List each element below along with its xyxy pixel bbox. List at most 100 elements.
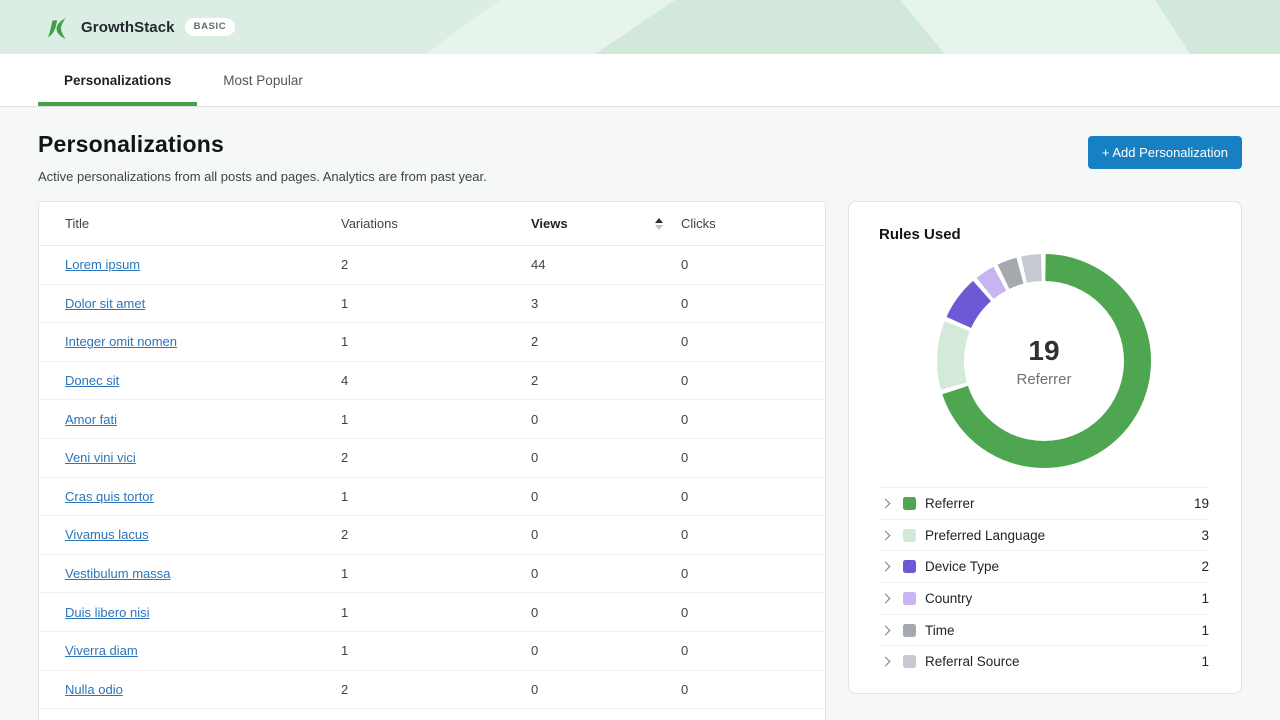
cell-clicks: 0	[681, 681, 689, 697]
cell-clicks: 0	[681, 488, 689, 504]
personalizations-table: Title Variations Views Clicks Lorem ipsu…	[38, 201, 826, 720]
legend-count: 1	[1201, 654, 1209, 670]
legend-row-time[interactable]: Time 1	[879, 613, 1209, 646]
cell-variations: 1	[341, 643, 349, 659]
cell-variations: 1	[341, 334, 349, 350]
cell-views: 44	[531, 257, 546, 273]
legend-label: Referral Source	[925, 654, 1020, 670]
cell-clicks: 0	[681, 295, 689, 311]
cell-title: Vestibulum massa	[65, 566, 341, 581]
table-row: Veni vini vici 2 0 0	[39, 439, 825, 478]
page-subtitle: Active personalizations from all posts a…	[38, 169, 487, 184]
legend-swatch-icon	[903, 496, 916, 510]
donut-segment-referrer[interactable]	[937, 254, 1151, 468]
row-title-link[interactable]: Vestibulum massa	[65, 566, 171, 582]
chevron-right-icon	[880, 498, 891, 509]
tab-personalizations[interactable]: Personalizations	[38, 54, 198, 106]
cell-variations: 1	[341, 411, 349, 427]
cell-views: 2	[531, 373, 539, 389]
cell-clicks: 0	[681, 527, 689, 543]
cell-views: 3	[531, 295, 539, 311]
chevron-right-icon	[880, 561, 891, 572]
row-title-link[interactable]: Nulla odio	[65, 681, 123, 697]
cell-clicks: 0	[681, 450, 689, 466]
sort-arrow-down-icon	[655, 224, 663, 230]
cell-clicks: 0	[681, 566, 689, 582]
chevron-right-icon	[880, 593, 891, 604]
legend-swatch-icon	[903, 528, 916, 542]
cell-title: Amor fati	[65, 412, 341, 427]
row-title-link[interactable]: Viverra diam	[65, 643, 138, 659]
cell-title: Veni vini vici	[65, 450, 341, 465]
table-row: Amor fati 1 0 0	[39, 400, 825, 439]
cell-views: 0	[531, 643, 539, 659]
add-personalization-button[interactable]: + Add Personalization	[1087, 136, 1242, 169]
cell-title: Donec sit	[65, 373, 341, 388]
brand-logo-icon	[47, 17, 66, 39]
legend-row-country[interactable]: Country 1	[879, 582, 1209, 614]
tab-bar: Personalizations Most Popular	[0, 54, 1280, 107]
sort-icon[interactable]	[655, 217, 663, 230]
legend-row-preferred-language[interactable]: Preferred Language 3	[879, 518, 1209, 551]
cell-variations: 2	[341, 450, 349, 466]
row-title-link[interactable]: Lorem ipsum	[65, 257, 141, 273]
cell-clicks: 0	[681, 334, 689, 350]
row-title-link[interactable]: Cras quis tortor	[65, 488, 154, 504]
cell-clicks: 0	[681, 411, 689, 427]
banner-decorative-pattern	[0, 0, 1280, 54]
plan-badge: BASIC	[184, 18, 236, 36]
cell-title: Duis libero nisi	[65, 605, 341, 620]
cell-views: 0	[531, 681, 539, 697]
column-header-views[interactable]: Views	[531, 216, 681, 231]
row-title-link[interactable]: Duis libero nisi	[65, 604, 150, 620]
cell-views: 0	[531, 411, 539, 427]
chevron-right-icon	[880, 656, 891, 667]
column-header-variations[interactable]: Variations	[341, 216, 398, 231]
cell-variations: 2	[341, 681, 349, 697]
cell-title: Dolor sit amet	[65, 296, 341, 311]
cell-variations: 4	[341, 373, 349, 389]
cell-title: Viverra diam	[65, 643, 341, 658]
row-title-link[interactable]: Vivamus lacus	[65, 527, 149, 543]
brand: GrowthStack BASIC	[44, 0, 236, 54]
legend-row-referrer[interactable]: Referrer 19	[879, 487, 1209, 519]
column-header-title[interactable]: Title	[65, 216, 90, 231]
main-content: Title Variations Views Clicks Lorem ipsu…	[0, 184, 1280, 720]
cell-variations: 2	[341, 257, 349, 273]
table-row: Duis libero nisi 1 0 0	[39, 593, 825, 632]
cell-clicks: 0	[681, 643, 689, 659]
legend-row-referral-source[interactable]: Referral Source 1	[879, 645, 1209, 677]
legend-count: 2	[1201, 559, 1209, 575]
cell-views: 0	[531, 450, 539, 466]
cell-clicks: 0	[681, 604, 689, 620]
legend-count: 19	[1193, 495, 1209, 511]
legend-swatch-icon	[903, 560, 916, 574]
column-header-views-label: Views	[531, 216, 568, 231]
row-title-link[interactable]: Veni vini vici	[65, 450, 136, 466]
table-row: Cras quis tortor 1 0 0	[39, 478, 825, 517]
cell-views: 0	[531, 566, 539, 582]
table-row: Nulla odio 2 0 0	[39, 671, 825, 710]
legend-count: 3	[1201, 527, 1209, 543]
cell-title: Cras quis tortor	[65, 489, 341, 504]
cell-views: 0	[531, 604, 539, 620]
chevron-right-icon	[880, 625, 891, 636]
table-row: Vestibulum massa 1 0 0	[39, 555, 825, 594]
chevron-right-icon	[880, 530, 891, 540]
row-title-link[interactable]: Dolor sit amet	[65, 295, 146, 311]
cell-variations: 1	[341, 566, 349, 582]
row-title-link[interactable]: Amor fati	[65, 411, 118, 427]
donut-segment-preferred-language[interactable]	[937, 254, 1151, 468]
legend-row-device-type[interactable]: Device Type 2	[879, 550, 1209, 582]
cell-variations: 2	[341, 527, 349, 543]
tab-most-popular[interactable]: Most Popular	[223, 72, 303, 88]
table-header-row: Title Variations Views Clicks	[39, 202, 825, 246]
legend-label: Time	[925, 622, 955, 638]
cell-variations: 1	[341, 604, 349, 620]
donut-chart-svg	[937, 254, 1151, 468]
rules-used-title: Rules Used	[879, 226, 961, 243]
row-title-link[interactable]: Donec sit	[65, 373, 120, 389]
column-header-clicks[interactable]: Clicks	[681, 216, 716, 231]
table-row: Dolor sit amet 1 3 0	[39, 285, 825, 324]
row-title-link[interactable]: Integer omit nomen	[65, 334, 178, 350]
